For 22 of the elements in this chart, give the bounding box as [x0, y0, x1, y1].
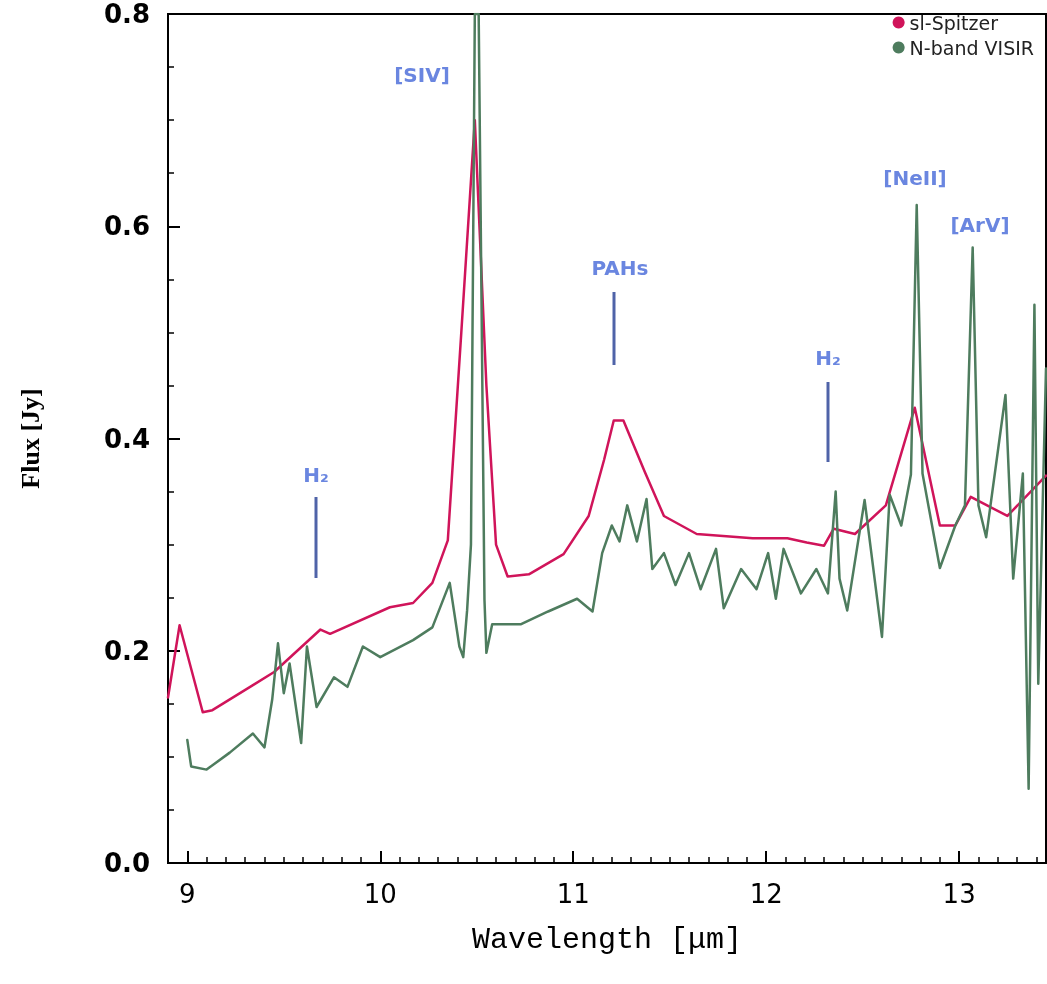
annotation: [ArV] [950, 213, 1010, 237]
x-tick-label: 10 [363, 879, 397, 909]
y-tick-label: 0.8 [103, 0, 150, 29]
y-tick-label: 0.0 [103, 848, 150, 878]
annotation: H₂ [303, 463, 329, 487]
x-tick-label: 11 [556, 879, 590, 909]
y-tick-label: 0.4 [103, 423, 150, 454]
y-tick-label: 0.6 [103, 211, 150, 242]
annotation: H₂ [815, 346, 841, 370]
line-series [186, 12, 1047, 790]
annotation: [NeII] [883, 166, 947, 190]
line-series [166, 118, 1047, 714]
x-tick-label: 12 [749, 879, 783, 909]
legend-label: N-band VISIR [909, 36, 1035, 59]
y-tick-label: 0.2 [103, 635, 150, 666]
annotation: [SIV] [394, 63, 450, 87]
x-axis-title: Wavelength [μm] [471, 923, 743, 957]
y-axis-title: Flux [Jy] [15, 388, 45, 489]
x-tick-label: 9 [179, 879, 196, 909]
x-tick-label: 13 [942, 879, 976, 909]
legend-label: sl-Spitzer [909, 11, 999, 34]
annotation: PAHs [591, 256, 649, 280]
